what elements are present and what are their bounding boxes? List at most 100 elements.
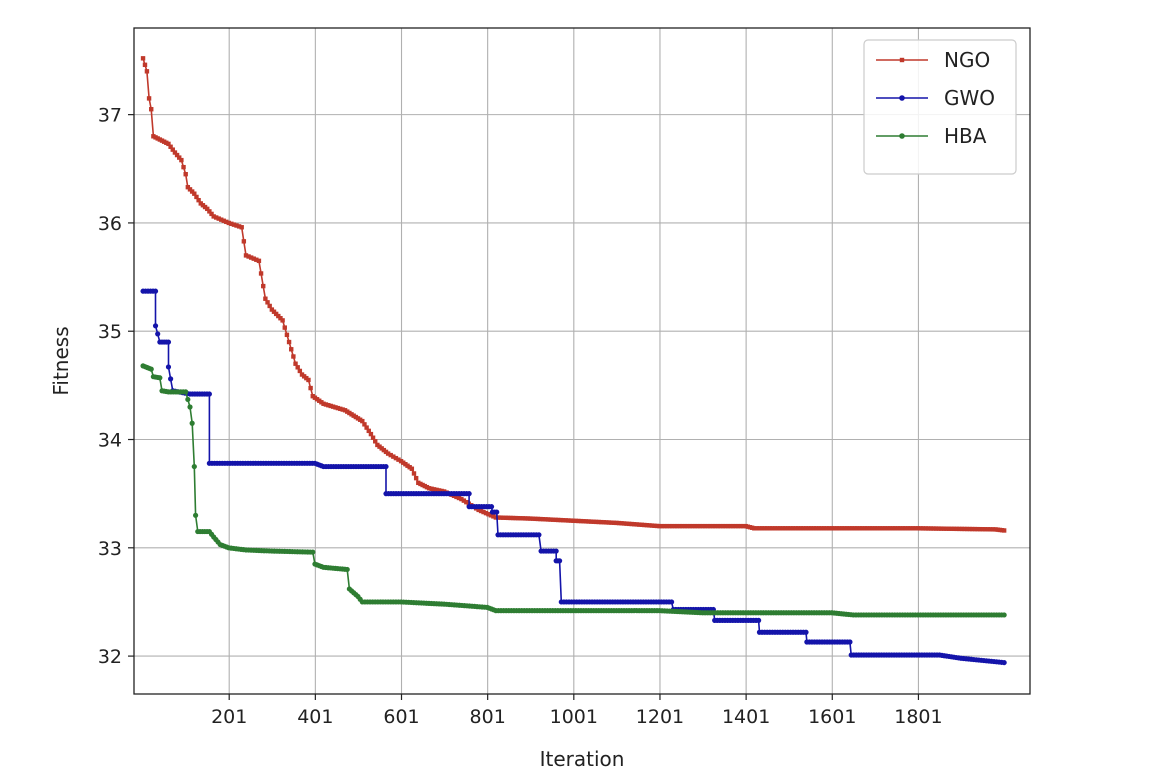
data-point xyxy=(464,499,469,505)
data-point xyxy=(214,215,219,220)
legend-box xyxy=(863,39,1017,175)
data-point xyxy=(692,523,698,529)
data-point xyxy=(639,522,645,528)
data-point xyxy=(842,526,847,531)
data-point xyxy=(775,526,780,531)
data-point xyxy=(814,526,819,531)
data-point xyxy=(915,526,921,531)
data-point xyxy=(675,523,680,529)
data-point xyxy=(505,515,511,521)
data-point xyxy=(827,526,832,531)
data-point xyxy=(725,523,731,529)
data-point xyxy=(530,516,536,521)
data-point xyxy=(783,526,788,531)
data-point xyxy=(847,526,852,531)
data-point xyxy=(498,515,503,520)
data-point xyxy=(282,325,287,330)
data-point xyxy=(183,389,189,395)
data-point xyxy=(670,523,675,529)
data-point xyxy=(990,527,996,532)
plot-frame xyxy=(133,27,1031,695)
data-point xyxy=(803,526,809,531)
data-point xyxy=(662,523,667,529)
data-point xyxy=(431,487,437,492)
data-point xyxy=(700,523,705,529)
data-point xyxy=(411,471,417,476)
data-point xyxy=(251,256,256,261)
data-point xyxy=(545,517,551,522)
data-point xyxy=(604,520,609,525)
x-tick-label: 801 xyxy=(470,706,506,728)
data-point xyxy=(553,517,558,523)
series-hba xyxy=(140,363,1007,618)
series-ngo xyxy=(140,56,1007,533)
data-point xyxy=(860,526,865,531)
data-point xyxy=(193,512,199,518)
data-point xyxy=(146,96,152,101)
data-point xyxy=(790,526,796,531)
data-point xyxy=(528,516,533,521)
data-point xyxy=(508,515,513,521)
data-point xyxy=(928,526,934,531)
data-point xyxy=(459,496,464,502)
data-point xyxy=(488,513,494,518)
data-point xyxy=(434,487,439,493)
data-point xyxy=(849,526,855,531)
data-point xyxy=(558,517,563,523)
data-point xyxy=(466,491,472,497)
data-point xyxy=(289,347,294,352)
data-point xyxy=(975,526,980,532)
data-point xyxy=(720,523,726,529)
data-point xyxy=(583,519,589,524)
data-point xyxy=(939,526,944,531)
data-point xyxy=(954,526,959,532)
data-point xyxy=(801,526,806,531)
data-point xyxy=(170,147,175,152)
data-point xyxy=(839,526,845,531)
data-point xyxy=(330,404,336,409)
data-point xyxy=(767,526,773,531)
data-point xyxy=(933,526,939,531)
data-point xyxy=(518,516,523,521)
data-point xyxy=(209,211,214,217)
data-point xyxy=(759,526,765,531)
data-point xyxy=(601,520,606,525)
data-point xyxy=(695,523,700,529)
data-point xyxy=(586,519,591,524)
data-point xyxy=(226,220,231,226)
data-point xyxy=(280,318,285,323)
data-point xyxy=(152,323,159,329)
data-point xyxy=(265,300,270,305)
data-point xyxy=(205,206,210,212)
data-point xyxy=(1001,528,1007,533)
data-point xyxy=(383,463,389,470)
data-point xyxy=(563,518,568,523)
data-point xyxy=(179,157,184,163)
data-point xyxy=(493,515,499,520)
data-point xyxy=(819,526,824,531)
data-point xyxy=(752,526,757,531)
data-point xyxy=(535,516,541,522)
data-point xyxy=(983,527,988,532)
data-point xyxy=(439,488,444,494)
data-point xyxy=(513,515,518,521)
data-point xyxy=(344,566,350,573)
data-point xyxy=(310,549,316,555)
data-point xyxy=(373,439,378,444)
y-tick-label: 33 xyxy=(98,538,122,560)
data-point xyxy=(718,523,723,529)
data-point xyxy=(806,526,811,531)
data-point xyxy=(803,629,809,635)
data-point xyxy=(697,523,703,529)
data-point xyxy=(191,463,197,470)
data-point xyxy=(581,519,586,524)
data-point xyxy=(533,516,538,522)
data-point xyxy=(478,508,484,514)
data-point xyxy=(366,428,371,434)
x-tick-label: 1401 xyxy=(722,706,770,728)
data-point xyxy=(885,526,890,531)
data-point xyxy=(900,526,905,531)
data-point xyxy=(621,521,627,526)
data-point xyxy=(476,507,481,513)
y-tick-label: 34 xyxy=(98,430,122,452)
